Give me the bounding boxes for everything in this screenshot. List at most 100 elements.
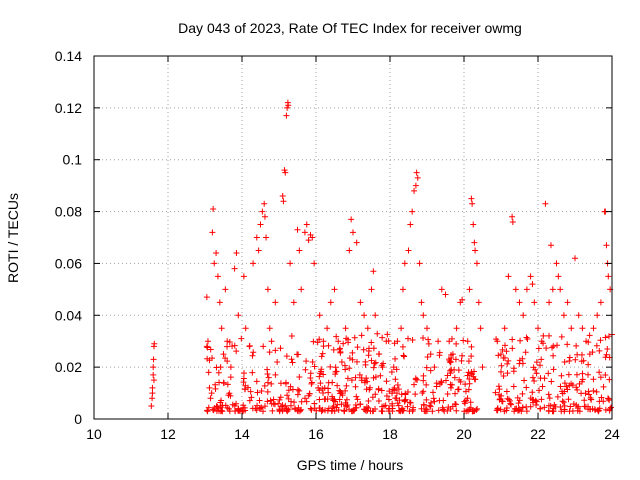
dense-point [213,403,220,410]
dense-point [596,347,603,354]
dense-point [452,356,459,363]
dense-point [204,408,211,415]
data-point [453,325,460,332]
data-point [412,182,419,189]
dense-point [296,387,303,394]
data-point [213,250,220,257]
dense-point [207,346,214,353]
dense-point [314,339,321,346]
dense-point [310,338,317,345]
data-point [214,273,221,280]
dense-point [360,346,367,353]
dense-point [428,399,435,406]
dense-point [346,355,353,362]
dense-point [419,390,426,397]
dense-point [550,352,557,359]
dense-point [565,396,572,403]
dense-point [581,397,588,404]
dense-point [452,390,459,397]
dense-point [552,403,559,410]
dense-point [240,370,247,377]
x-tick-label: 18 [382,426,398,442]
data-point [501,325,508,332]
dense-point [235,406,242,413]
dense-point [249,405,256,412]
data-point [316,312,323,319]
dense-point [471,408,478,415]
y-tick-label: 0.06 [55,255,82,271]
dense-point [585,361,592,368]
dense-point [382,402,389,409]
dense-point [423,406,430,413]
dense-point [503,407,510,414]
dense-point [440,406,447,413]
dense-point [564,386,571,393]
dense-point [392,395,399,402]
dense-point [275,400,282,407]
dense-point [302,366,309,373]
dense-point [362,358,369,365]
data-point [268,338,275,345]
dense-point [385,338,392,345]
dense-point [378,387,385,394]
data-point [405,247,412,254]
dense-point [510,383,517,390]
dense-point [264,379,271,386]
dense-point [385,396,392,403]
dense-point [409,336,416,343]
dense-point [400,352,407,359]
dense-point [348,408,355,415]
dense-point [445,404,452,411]
x-tick-label: 22 [530,426,546,442]
data-point [233,250,240,257]
dense-point [301,395,308,402]
dense-point [573,371,580,378]
dense-point [343,396,350,403]
data-point [206,384,213,391]
dense-point [320,343,327,350]
dense-point [277,345,284,352]
dense-point [451,374,458,381]
dense-point [392,355,399,362]
dense-point [516,397,523,404]
dense-point [595,408,602,415]
dense-point [317,370,324,377]
dense-point [560,399,567,406]
data-point [372,312,379,319]
data-point [564,299,571,306]
dense-point [394,400,401,407]
dense-point [317,380,324,387]
dense-point [566,354,573,361]
dense-point [414,376,421,383]
dense-point [389,405,396,412]
dense-point [316,336,323,343]
dense-point [573,402,580,409]
dense-point [423,364,430,371]
dense-point [279,402,286,409]
dense-point [406,399,413,406]
dense-point [303,358,310,365]
dense-point [283,353,290,360]
dense-point [378,407,385,414]
dense-point [365,397,372,404]
dense-point [523,384,530,391]
dense-point [352,401,359,408]
data-point [287,260,294,267]
dense-point [296,373,303,380]
dense-point [261,403,268,410]
data-point [235,312,242,319]
x-tick-label: 14 [234,426,250,442]
dense-point [596,369,603,376]
dense-point [604,346,611,353]
data-point [149,390,156,397]
dense-point [495,352,502,359]
dense-point [546,332,553,339]
data-point [311,260,318,267]
data-point [274,358,281,365]
dense-point [586,332,593,339]
dense-point [284,392,291,399]
dense-point [503,348,510,355]
dense-point [448,335,455,342]
dense-point [600,383,607,390]
dense-point [285,395,292,402]
